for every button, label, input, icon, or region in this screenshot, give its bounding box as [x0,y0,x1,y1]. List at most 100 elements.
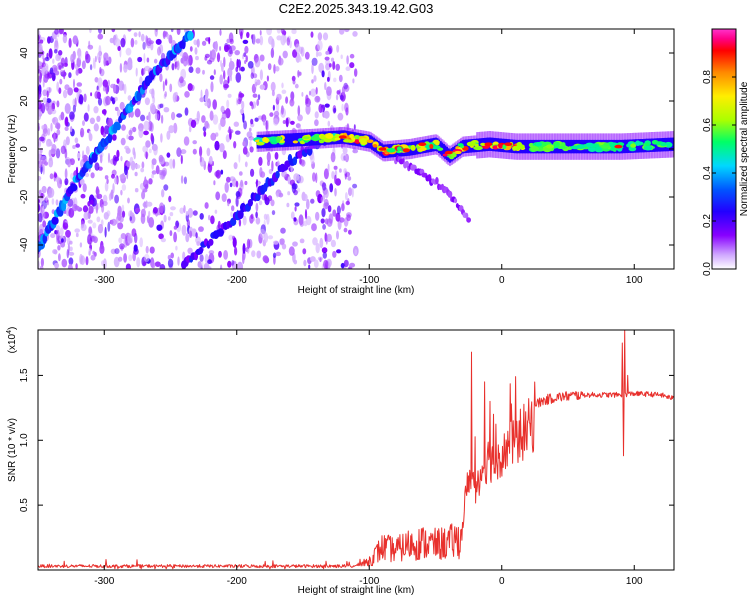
spectrogram-noise-blob [45,101,50,111]
spectrogram-noise-blob [43,74,49,83]
spectrogram-noise-blob [72,145,76,149]
spectrogram-noise-blob [173,122,178,134]
spectrogram-noise-blob [129,216,132,221]
spectrogram-noise-blob [322,224,326,230]
spectrogram-noise-blob [224,44,229,53]
spectrogram-noise-blob [282,50,288,59]
spectrogram-noise-blob [315,242,320,254]
spectrogram-noise-blob [227,260,232,268]
spectrogram-noise-blob [52,116,59,125]
spectrogram-noise-blob [69,240,73,245]
spectrogram-noise-blob [196,38,200,48]
spectrogram-noise-blob [179,51,184,57]
spectrogram-noise-blob [184,91,190,98]
spectrogram-noise-blob [123,253,127,263]
spectrogram-noise-blob [228,234,234,241]
spectrogram-noise-blob [50,122,53,132]
spectrogram-noise-blob [74,97,77,108]
spectrogram-noise-blob [145,140,151,148]
spectrogram-noise-blob [120,37,126,48]
main-trace-core [402,148,410,153]
spectrogram-noise-blob [225,134,231,143]
spectrogram-noise-blob [117,222,124,230]
spectrogram-noise-blob [262,255,269,263]
spectrogram-noise-blob [259,35,264,46]
spectrogram-noise-blob [336,249,342,254]
spectrogram-noise-blob [89,64,93,71]
spectrogram-noise-blob [90,199,94,205]
main-trace-band [671,137,674,151]
spectrogram-noise-blob [323,168,329,180]
spectrogram-noise-blob [107,117,113,129]
spectrogram-noise-blob [144,176,147,186]
main-trace-core [442,153,448,157]
spectrogram-noise-blob [353,124,356,130]
spectrogram-noise-blob [80,223,87,232]
spectrogram-noise-blob [127,29,132,32]
spectrogram-noise-blob [242,141,246,147]
spectrogram-noise-blob [258,200,263,206]
spectrogram-noise-blob [68,207,75,218]
spectrogram-noise-blob [343,82,349,90]
main-trace-core [325,133,334,139]
spectrogram-noise-blob [62,34,68,44]
spectrogram-noise-blob [242,243,246,255]
colorbar-ticks: 0.0 0.2 0.4 0.6 0.8 [702,70,736,276]
spectrogram-noise-blob [80,127,85,138]
spectrogram-noise-blob [67,198,74,207]
spectrogram-noise-blob [310,198,315,204]
spectrogram-noise-blob [169,230,173,237]
spectrogram-noise-blob [48,187,55,198]
spectrogram-noise-blob [199,254,204,262]
spectrogram-noise-blob [266,75,269,82]
spectrogram-noise-blob [232,178,237,188]
spectrogram-noise-blob [117,45,121,51]
spectrogram-noise-blob [104,181,109,192]
spectrogram-noise-blob [65,136,70,146]
spectrogram-noise-blob [183,176,187,185]
spectrogram-noise-blob [234,50,240,56]
spectrogram-noise-blob [321,182,327,191]
spectrogram-noise-blob [113,83,117,94]
spectrogram-noise-blob [183,205,186,213]
spectrogram-noise-blob [262,119,266,126]
spectrogram-noise-blob [282,120,287,124]
spectrogram-noise-blob [41,257,44,266]
spectrogram-noise-blob [131,228,137,237]
spectrogram-noise-blob [135,67,138,77]
spectrogram-noise-blob [271,90,275,97]
spectrogram-noise-blob [204,102,210,107]
spectrogram-noise-blob [134,171,138,177]
spectrogram-noise-blob [290,211,295,220]
spectrogram-noise-blob [312,172,316,182]
spectrogram-noise-blob [272,104,275,111]
spectrogram-noise-blob [49,67,54,75]
spectrogram-noise-blob [192,210,198,216]
spectrogram-noise-blob [330,239,336,248]
spectrogram-noise-blob [238,93,245,98]
main-trace-band [293,133,296,147]
spectrogram-noise-blob [92,222,97,229]
spectrogram-noise-blob [203,130,207,137]
spectrogram-noise-blob [82,120,85,126]
spectrogram-noise-blob [104,226,107,238]
spectrogram-noise-blob [172,158,176,169]
spectrogram-noise-blob [148,120,153,132]
y-tick-label: -40 [19,237,30,252]
spectrogram-noise-blob [117,210,122,221]
spectrogram-noise-blob [225,108,231,119]
spectrogram-noise-blob [273,240,279,245]
main-trace-core [492,145,500,150]
spectrogram-noise-blob [38,150,42,160]
spectrogram-noise-blob [324,103,330,108]
colorbar-tick-label: 0.2 [702,214,713,228]
spectrogram-noise-blob [127,233,133,245]
spectrogram-noise-blob [250,118,254,125]
spectrogram-noise-blob [229,182,233,188]
spectrogram-noise-blob [339,168,342,173]
spectrogram-noise-blob [148,148,152,154]
spectrogram-noise-blob [176,147,182,158]
spectrogram-noise-blob [56,129,61,136]
spectrogram-noise-blob [186,55,191,66]
spectrogram-noise-blob [259,84,266,90]
